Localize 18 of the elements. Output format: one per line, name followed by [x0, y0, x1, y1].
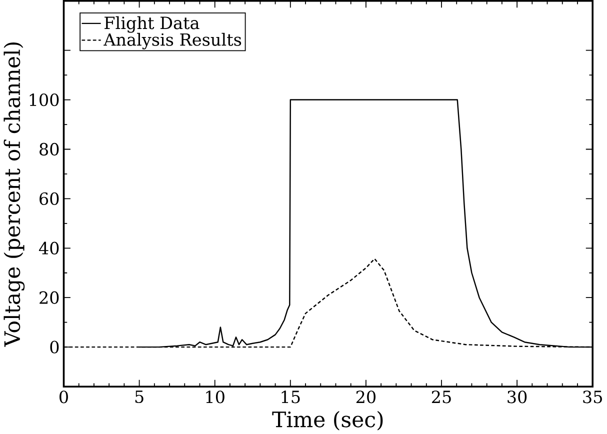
- legend-label: Analysis Results: [104, 32, 242, 50]
- x-tick-label: 5: [135, 390, 144, 403]
- x-tick-label: 30: [508, 390, 527, 404]
- y-tick-label: 60: [40, 192, 59, 206]
- y-tick-label: 100: [30, 93, 59, 106]
- y-tick-label: 20: [40, 291, 59, 304]
- x-tick-label: 15: [282, 390, 300, 404]
- x-tick-label: 35: [583, 390, 602, 404]
- x-tick-label: 25: [432, 390, 451, 404]
- legend-label: Flight Data: [104, 16, 200, 33]
- x-tick-label: 0: [60, 390, 68, 404]
- y-tick-label: 0: [50, 340, 59, 354]
- y-axis-title: Voltage (percent of channel): [4, 42, 25, 347]
- x-axis-title: Time (sec): [272, 410, 383, 430]
- x-tick-label: 20: [356, 390, 376, 404]
- y-tick-label: 80: [40, 142, 59, 156]
- x-tick-label: 10: [206, 390, 224, 404]
- y-tick-label: 40: [38, 242, 59, 254]
